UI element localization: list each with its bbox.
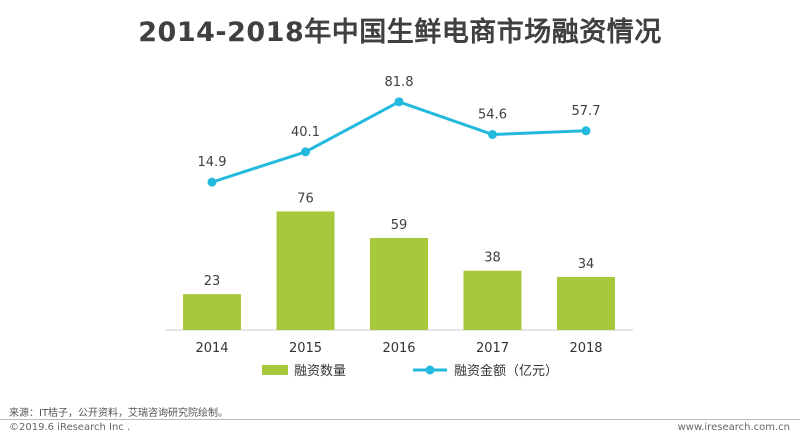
bar-2018 — [557, 276, 615, 330]
copyright: ©2019.6 iResearch Inc . — [9, 422, 131, 433]
line-point-2014 — [207, 177, 217, 187]
x-tick-2014: 2014 — [195, 341, 228, 356]
bar-value-2017: 38 — [484, 251, 501, 266]
bar-2017 — [463, 270, 522, 330]
line-value-2018: 57.7 — [572, 104, 601, 119]
footer-divider — [0, 419, 800, 420]
bar-2015 — [276, 211, 335, 330]
line-value-labels: 14.9 40.1 81.8 54.6 57.7 — [198, 75, 601, 170]
line-point-2018 — [581, 126, 591, 136]
legend-line-marker — [425, 365, 435, 375]
bar-2016 — [370, 237, 428, 330]
line-points — [207, 97, 591, 187]
legend-line-label: 融资金额（亿元） — [454, 363, 558, 379]
chart-title: 2014-2018年中国生鲜电商市场融资情况 — [138, 17, 662, 48]
legend: 融资数量 融资金额（亿元） — [262, 363, 558, 379]
legend-bar-swatch — [262, 365, 288, 375]
line-point-2015 — [301, 147, 310, 157]
x-axis-ticks: 2014 2015 2016 2017 2018 — [195, 341, 602, 356]
bar-2014 — [183, 294, 241, 330]
line-value-2016: 81.8 — [385, 75, 414, 90]
line-value-2017: 54.6 — [478, 107, 507, 122]
bar-value-2016: 59 — [391, 218, 408, 233]
x-tick-2016: 2016 — [382, 341, 415, 356]
bar-series — [183, 211, 615, 330]
line-point-2017 — [488, 129, 497, 139]
x-tick-2015: 2015 — [289, 341, 322, 356]
line-value-2014: 14.9 — [198, 155, 227, 170]
bar-value-labels: 23 76 59 38 34 — [204, 191, 595, 289]
combo-chart: 23 76 59 38 34 2014 2015 2016 2017 2018 14.9 40.1… — [165, 75, 633, 379]
line-point-2016 — [394, 97, 404, 107]
bar-value-2018: 34 — [578, 257, 595, 272]
x-tick-2017: 2017 — [476, 341, 509, 356]
line-value-2015: 40.1 — [291, 125, 320, 140]
bar-value-2014: 23 — [204, 274, 221, 289]
legend-bar-label: 融资数量 — [294, 364, 346, 379]
line-series — [211, 100, 587, 184]
website-link: www.iresearch.com.cn — [677, 422, 790, 433]
x-tick-2018: 2018 — [569, 341, 602, 356]
bar-value-2015: 76 — [297, 191, 314, 206]
source-note: 来源：IT桔子，公开资料，艾瑞咨询研究院绘制。 — [9, 408, 229, 419]
